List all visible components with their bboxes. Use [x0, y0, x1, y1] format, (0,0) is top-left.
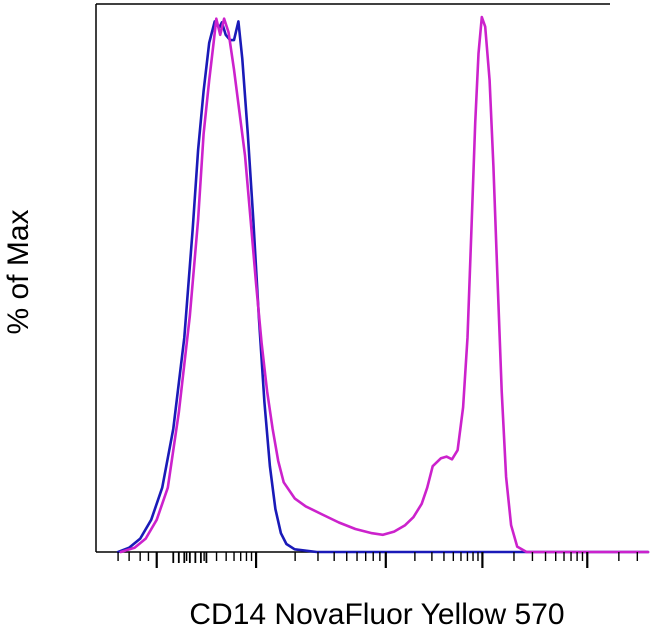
x-axis-ticks: [117, 552, 639, 568]
series-layer: [116, 15, 650, 554]
x-axis-label: CD14 NovaFluor Yellow 570: [189, 598, 564, 631]
plot-axes: [95, 3, 648, 553]
series-line-0: [116, 20, 650, 554]
y-axis-label: % of Max: [2, 209, 35, 334]
series-line-1: [119, 15, 650, 554]
